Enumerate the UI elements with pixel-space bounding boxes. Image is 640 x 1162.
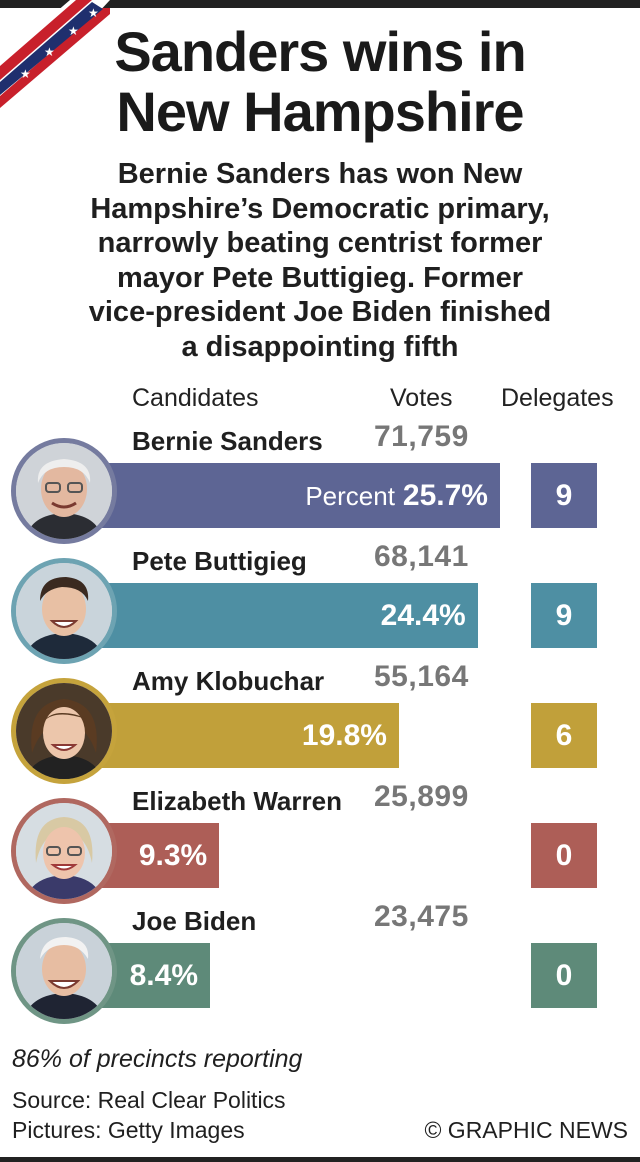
candidate-name: Amy Klobuchar [132, 666, 325, 696]
percent-bar [60, 463, 500, 528]
candidate-name: Elizabeth Warren [132, 786, 342, 816]
delegate-count: 6 [531, 703, 597, 768]
delegate-count: 9 [531, 583, 597, 648]
vote-count: 71,759 [374, 420, 469, 453]
portrait-sanders-icon [16, 443, 112, 539]
subtitle-line: narrowly beating centrist former [97, 227, 543, 259]
portrait-warren-icon [16, 803, 112, 899]
svg-text:★: ★ [44, 45, 55, 59]
svg-text:★: ★ [68, 24, 79, 38]
candidate-portrait [11, 438, 117, 544]
vote-count: 25,899 [374, 780, 469, 813]
delegate-count: 0 [531, 943, 597, 1008]
subtitle-line: Bernie Sanders has won New [117, 158, 523, 190]
vote-count: 23,475 [374, 900, 469, 933]
column-header-delegates: Delegates [501, 384, 614, 412]
percent-word: Percent [305, 481, 395, 511]
candidate-name: Joe Biden [132, 906, 257, 936]
bottom-rule [0, 1157, 640, 1162]
subtitle-line: a disappointing fifth [181, 330, 459, 363]
precincts-note: 86% of precincts reporting [12, 1045, 303, 1073]
percent-label: Percent 25.7% [120, 463, 488, 528]
page-title-line1: Sanders wins in [114, 20, 526, 83]
vote-count: 55,164 [374, 660, 469, 693]
svg-text:★: ★ [20, 67, 31, 81]
subtitle-line: Hampshire’s Democratic primary, [90, 192, 550, 225]
candidate-name: Pete Buttigieg [132, 546, 307, 576]
percent-value: 25.7% [402, 479, 488, 512]
source-note: Source: Real Clear Politics [12, 1087, 286, 1113]
credit-note: © GRAPHIC NEWS [424, 1117, 628, 1143]
subtitle-line: vice-president Joe Biden finished [88, 296, 552, 328]
subtitle: Bernie Sanders has won New Hampshire’s D… [40, 157, 600, 364]
column-header-candidates: Candidates [132, 384, 259, 412]
column-header-votes: Votes [390, 384, 453, 412]
subtitle-line: mayor Pete Buttigieg. Former [116, 261, 524, 294]
svg-text:★: ★ [88, 6, 99, 20]
portrait-klobuchar-icon [16, 683, 112, 779]
percent-label: 24.4% [380, 599, 466, 632]
candidate-portrait [11, 558, 117, 664]
candidate-portrait [11, 678, 117, 784]
delegate-count: 0 [531, 823, 597, 888]
vote-count: 68,141 [374, 540, 469, 573]
candidate-portrait [11, 918, 117, 1024]
top-rule [0, 0, 640, 8]
page-title-line2: New Hampshire [116, 80, 524, 143]
portrait-buttigieg-icon [16, 563, 112, 659]
candidate-name: Bernie Sanders [132, 426, 323, 456]
pictures-note: Pictures: Getty Images [12, 1117, 245, 1143]
flag-ribbon-icon: ★ ★ ★ ★ [0, 0, 110, 118]
portrait-biden-icon [16, 923, 112, 1019]
percent-label: 9.3% [138, 839, 208, 872]
delegate-count: 9 [531, 463, 597, 528]
percent-label: 8.4% [129, 959, 198, 992]
percent-bar [60, 583, 478, 648]
percent-label: 19.8% [301, 719, 387, 752]
candidate-portrait [11, 798, 117, 904]
